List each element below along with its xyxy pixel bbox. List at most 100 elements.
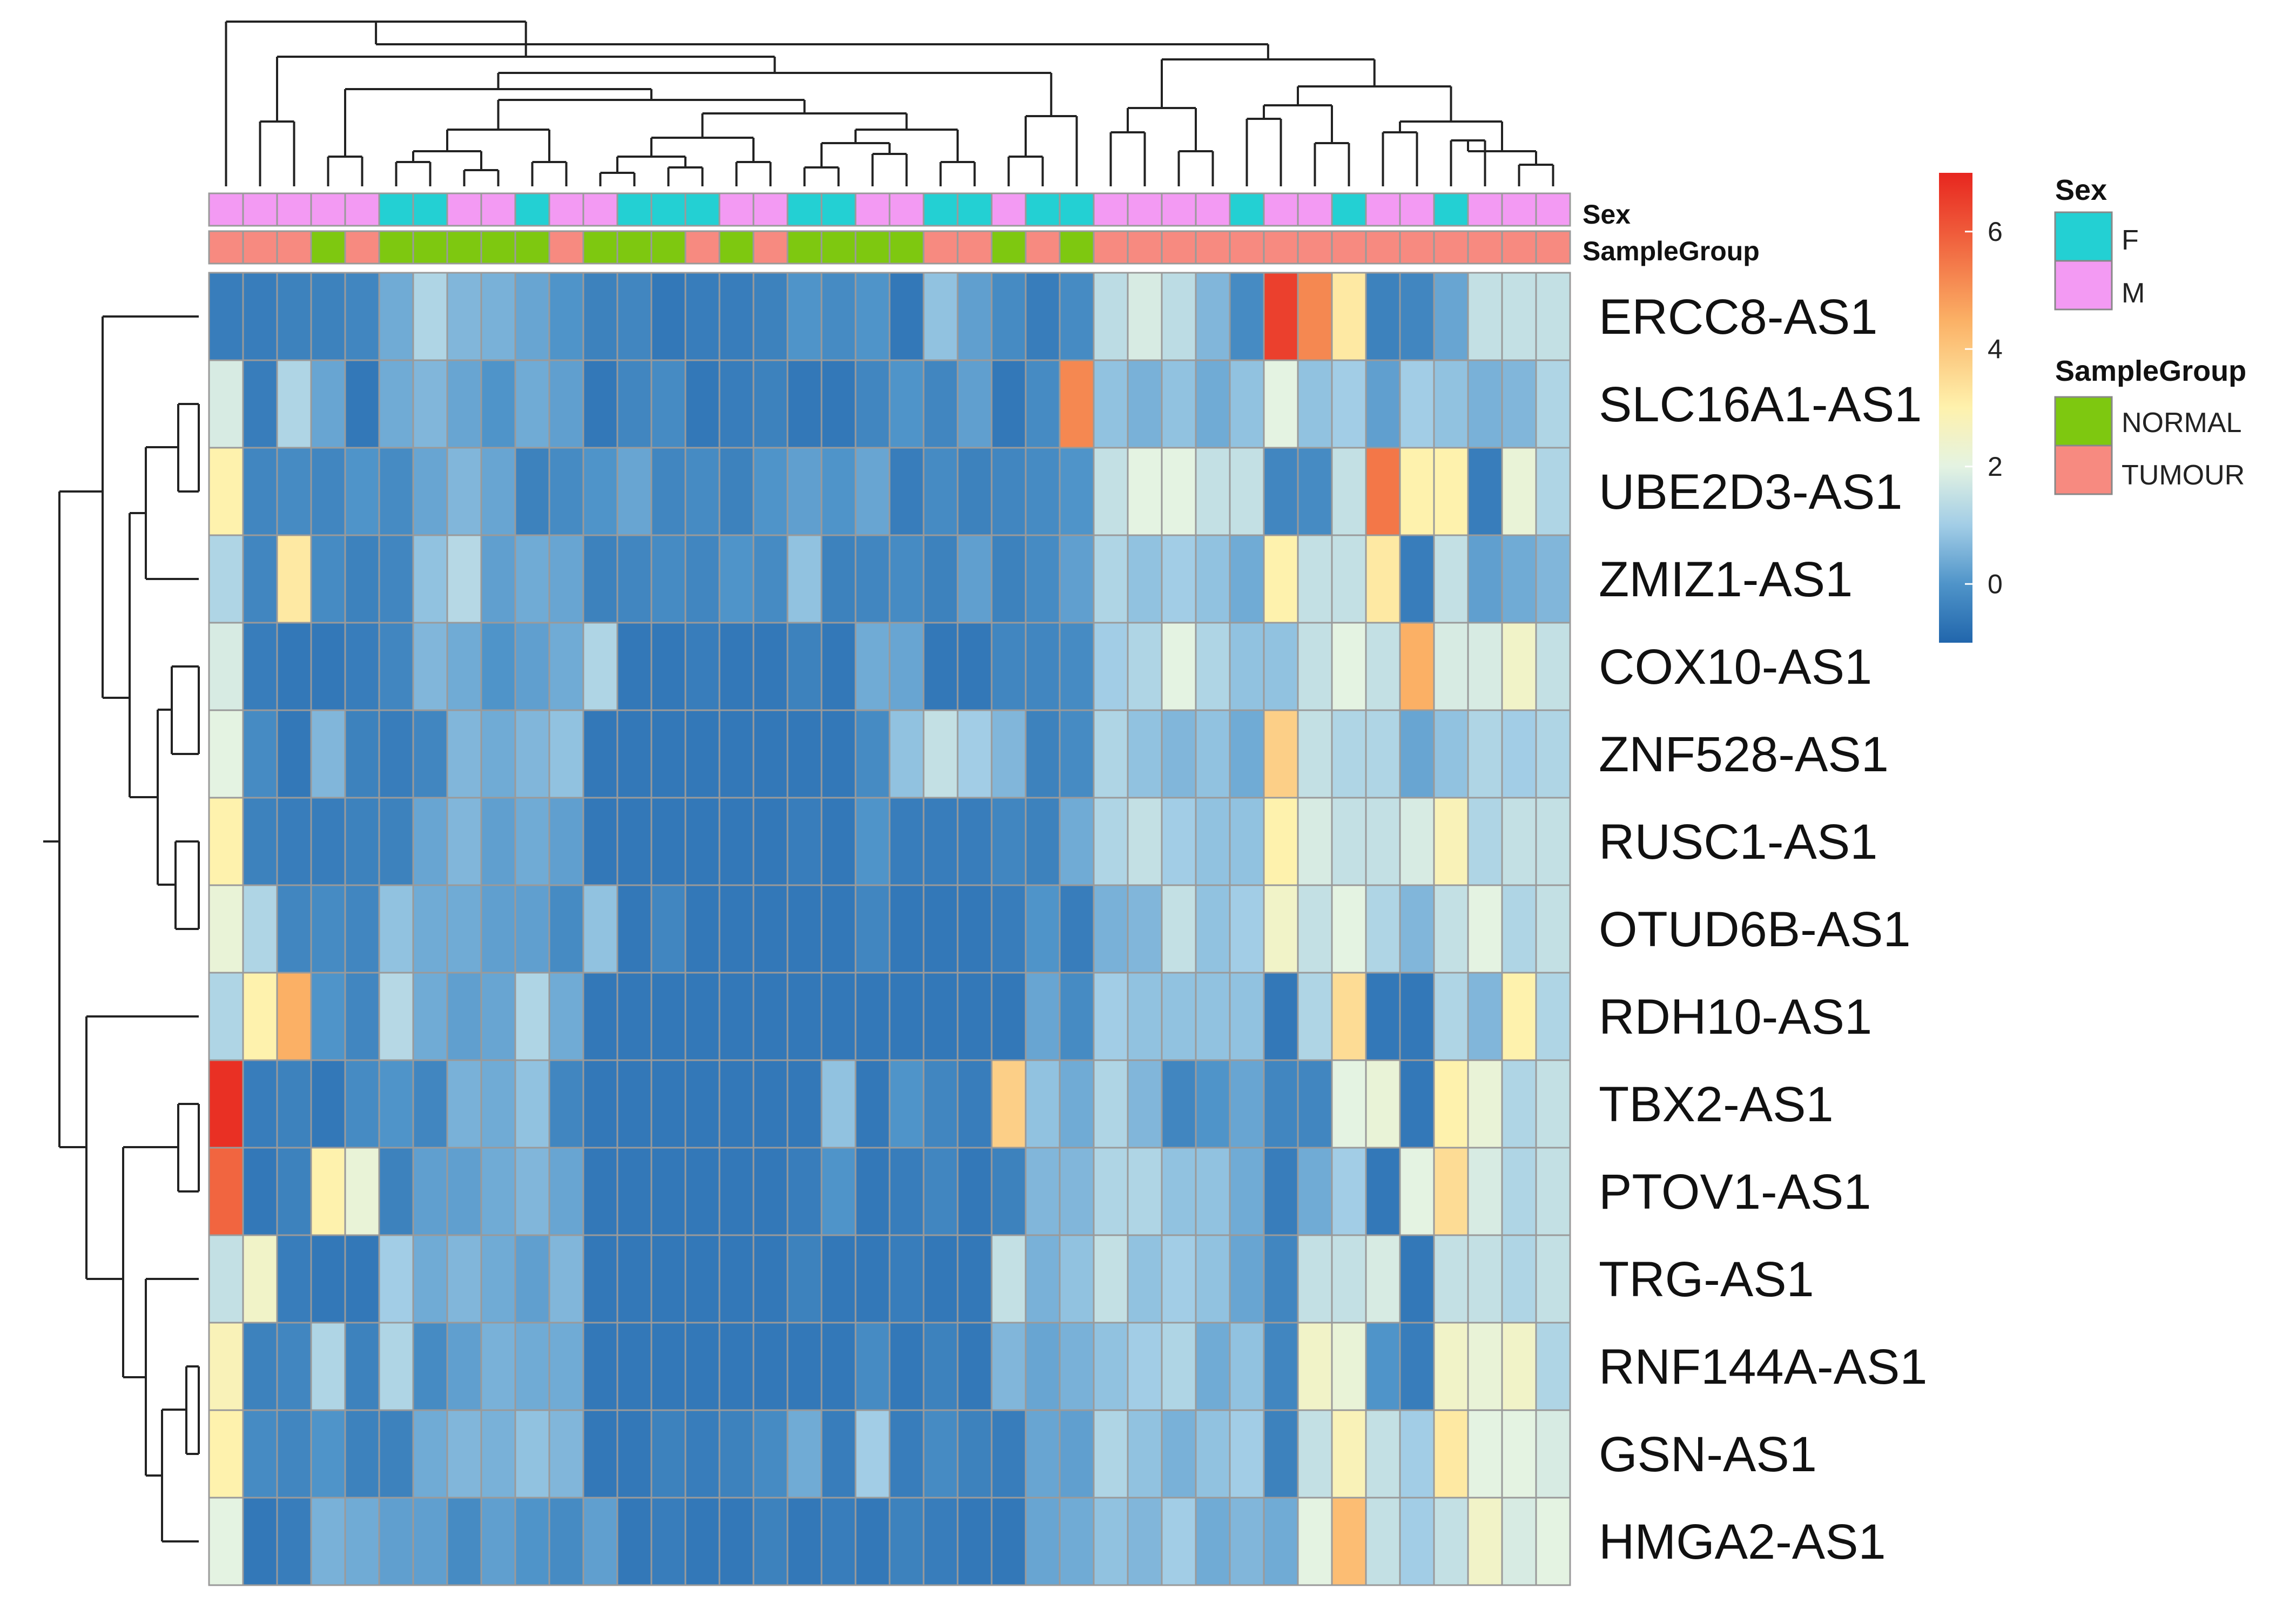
heatmap-cell	[1025, 1147, 1061, 1236]
heatmap-cell	[242, 884, 278, 974]
heatmap-cell	[1331, 534, 1367, 624]
heatmap-cell	[752, 534, 789, 624]
heatmap-cell	[582, 272, 618, 361]
heatmap-cell	[412, 272, 448, 361]
heatmap-cell	[684, 1497, 721, 1586]
heatmap-cell	[650, 447, 686, 536]
heatmap-cell	[752, 1234, 789, 1324]
heatmap-cell	[1127, 972, 1163, 1061]
sex-annotation-cell	[344, 192, 380, 227]
heatmap-cell	[1535, 1322, 1571, 1411]
heatmap-cell	[923, 272, 959, 361]
heatmap-cell	[412, 972, 448, 1061]
heatmap-cell	[820, 709, 857, 799]
heatmap-cell	[208, 1497, 244, 1586]
heatmap-cell	[1297, 272, 1333, 361]
heatmap-cell	[480, 797, 516, 886]
heatmap-cell	[412, 447, 448, 536]
heatmap-cell	[1297, 1409, 1333, 1499]
heatmap-cell	[923, 622, 959, 711]
heatmap-cell	[276, 1147, 312, 1236]
sex-legend-title: Sex	[2055, 174, 2107, 206]
heatmap-cell	[718, 1234, 755, 1324]
heatmap-cell	[1467, 709, 1503, 799]
samplegroup-annotation-cell	[718, 230, 755, 265]
sex-annotation-cell	[991, 192, 1027, 227]
heatmap-cell	[1059, 622, 1095, 711]
samplegroup-annotation-cell	[820, 230, 857, 265]
heatmap-cell	[786, 359, 823, 449]
sex-annotation-cell	[1433, 192, 1469, 227]
samplegroup-annotation-cell	[1467, 230, 1503, 265]
heatmap-cell	[582, 884, 618, 974]
heatmap-cell	[1127, 1059, 1163, 1149]
heatmap-cell	[1059, 709, 1095, 799]
heatmap-cell	[1195, 622, 1231, 711]
heatmap-cell	[344, 1234, 380, 1324]
heatmap-cell	[1297, 622, 1333, 711]
samplegroup-annotation-cell	[957, 230, 993, 265]
heatmap-cell	[310, 534, 346, 624]
heatmap-cell	[650, 1497, 686, 1586]
heatmap-cell	[1535, 709, 1571, 799]
heatmap-cell	[786, 1234, 823, 1324]
heatmap-cell	[991, 359, 1027, 449]
heatmap-cell	[1399, 359, 1435, 449]
heatmap-cell	[650, 1059, 686, 1149]
heatmap-cell	[344, 1147, 380, 1236]
heatmap-cell	[344, 709, 380, 799]
row-label: GSN-AS1	[1599, 1427, 1817, 1482]
heatmap-cell	[718, 622, 755, 711]
heatmap-cell	[854, 1322, 891, 1411]
heatmap-cell	[888, 272, 925, 361]
heatmap-cell	[923, 1497, 959, 1586]
heatmap-cell	[1229, 1059, 1265, 1149]
heatmap-cell	[1535, 884, 1571, 974]
heatmap-cell	[582, 797, 618, 886]
samplegroup-annotation-cell	[1093, 230, 1129, 265]
heatmap-cell	[344, 1322, 380, 1411]
heatmap-cell	[1297, 447, 1333, 536]
heatmap-cell	[991, 272, 1027, 361]
heatmap-cell	[752, 1147, 789, 1236]
heatmap-cell	[854, 1059, 891, 1149]
sex-legend-label-f: F	[2122, 225, 2139, 256]
heatmap-cell	[310, 797, 346, 886]
heatmap-cell	[1535, 622, 1571, 711]
heatmap-cell	[616, 1059, 652, 1149]
heatmap-cell	[1399, 709, 1435, 799]
samplegroup-annotation-cell	[1263, 230, 1299, 265]
heatmap-cell	[957, 1234, 993, 1324]
heatmap-cell	[548, 1322, 584, 1411]
heatmap-cell	[208, 1147, 244, 1236]
heatmap-cell	[1501, 359, 1537, 449]
heatmap-cell	[991, 797, 1027, 886]
heatmap-cell	[1229, 359, 1265, 449]
heatmap-cell	[684, 1059, 721, 1149]
heatmap-cell	[1365, 1147, 1401, 1236]
row-label: OTUD6B-AS1	[1599, 902, 1911, 957]
sex-annotation-cell	[854, 192, 891, 227]
heatmap-cell	[1195, 1059, 1231, 1149]
heatmap-cell	[786, 1322, 823, 1411]
heatmap-cell	[1229, 1409, 1265, 1499]
heatmap-cell	[1535, 1059, 1571, 1149]
heatmap-cell	[957, 272, 993, 361]
sex-annotation-cell	[718, 192, 755, 227]
heatmap-cell	[242, 797, 278, 886]
heatmap-cell	[1467, 622, 1503, 711]
heatmap-cell	[888, 1147, 925, 1236]
heatmap-cell	[820, 622, 857, 711]
heatmap-cell	[957, 1322, 993, 1411]
heatmap-cell	[1501, 797, 1537, 886]
heatmap-cell	[1535, 972, 1571, 1061]
heatmap-cell	[820, 1234, 857, 1324]
samplegroup-annotation-cell	[1161, 230, 1197, 265]
heatmap-cell	[514, 534, 550, 624]
row-label: ZNF528-AS1	[1599, 727, 1889, 782]
heatmap-cell	[684, 797, 721, 886]
heatmap-cell	[1467, 359, 1503, 449]
heatmap-cell	[1127, 447, 1163, 536]
heatmap-cell	[514, 797, 550, 886]
heatmap-cell	[1433, 797, 1469, 886]
